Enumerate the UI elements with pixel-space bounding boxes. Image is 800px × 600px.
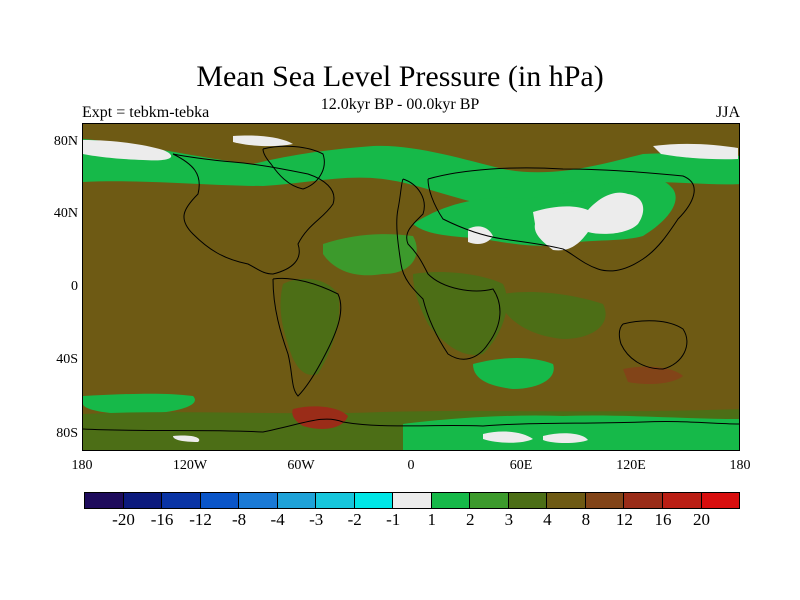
colorbar-swatch bbox=[315, 492, 355, 509]
lon-tick-120e: 120E bbox=[616, 458, 646, 473]
plot-subtitle: 12.0kyr BP - 00.0kyr BP bbox=[320, 96, 480, 113]
colorbar-label: 8 bbox=[581, 510, 591, 529]
colorbar-swatch bbox=[276, 492, 317, 509]
plot-title: Mean Sea Level Pressure (in hPa) bbox=[196, 60, 604, 93]
colorbar-swatch bbox=[623, 492, 663, 509]
colorbar-swatch bbox=[199, 492, 240, 509]
south-pacific-green bbox=[83, 393, 195, 414]
arctic-white-east bbox=[653, 143, 738, 160]
lon-tick-180e: 180 bbox=[729, 458, 751, 473]
colorbar-swatch bbox=[584, 492, 625, 509]
pressure-map bbox=[82, 123, 740, 451]
colorbar-swatch bbox=[546, 492, 586, 509]
colorbar-swatch bbox=[392, 492, 432, 509]
colorbar-swatch bbox=[430, 492, 471, 509]
lon-tick-120w: 120W bbox=[172, 458, 208, 473]
south-america-olive bbox=[280, 278, 340, 375]
asia-high-white bbox=[533, 192, 644, 251]
colorbar bbox=[84, 492, 741, 509]
south-atlantic-green bbox=[473, 358, 554, 389]
antarctic-green-band bbox=[403, 415, 739, 450]
north-america-coast bbox=[172, 153, 335, 275]
colorbar-label: -8 bbox=[232, 510, 247, 529]
colorbar-swatch bbox=[661, 492, 702, 509]
colorbar-label: -4 bbox=[270, 510, 285, 529]
greenland-white bbox=[83, 140, 172, 161]
asia-coast bbox=[427, 167, 695, 272]
lat-tick-40n: 40N bbox=[53, 206, 78, 221]
colorbar-swatch bbox=[700, 492, 741, 509]
season-label: JJA bbox=[715, 104, 740, 121]
colorbar-swatch bbox=[161, 492, 201, 509]
colorbar-swatch bbox=[84, 492, 124, 509]
africa-olive bbox=[413, 272, 507, 355]
lon-tick-0: 0 bbox=[407, 458, 415, 473]
colorbar-label: -1 bbox=[386, 510, 401, 529]
colorbar-swatch bbox=[507, 492, 548, 509]
colorbar-label: 1 bbox=[427, 510, 437, 529]
australia-coast bbox=[618, 320, 688, 370]
colorbar-swatch bbox=[122, 492, 163, 509]
colorbar-swatch bbox=[469, 492, 509, 509]
south-america-coast bbox=[272, 277, 342, 397]
experiment-label: Expt = tebkm-tebka bbox=[82, 104, 210, 121]
arabia-white bbox=[468, 226, 493, 244]
europe-africa-coast bbox=[396, 178, 501, 360]
antarctic-white-patches bbox=[173, 431, 588, 443]
colorbar-label: -2 bbox=[347, 510, 362, 529]
colorbar-label: -16 bbox=[150, 510, 174, 529]
southern-ocean-brown bbox=[623, 366, 683, 384]
colorbar-label: 3 bbox=[504, 510, 514, 529]
lat-tick-80s: 80S bbox=[56, 426, 78, 441]
colorbar-swatch bbox=[238, 492, 278, 509]
map-svg bbox=[83, 124, 739, 450]
colorbar-label: 2 bbox=[466, 510, 475, 529]
lon-tick-180w: 180 bbox=[71, 458, 93, 473]
indian-ocean-olive bbox=[503, 292, 606, 339]
lon-tick-60e: 60E bbox=[509, 458, 533, 473]
antarctica-coast bbox=[83, 418, 739, 433]
lon-tick-60w: 60W bbox=[287, 458, 315, 473]
colorbar-label: -3 bbox=[309, 510, 324, 529]
lat-tick-40s: 40S bbox=[56, 352, 78, 367]
coastlines bbox=[83, 145, 739, 433]
colorbar-label: 16 bbox=[654, 510, 672, 529]
antarctic-brown-red bbox=[292, 406, 348, 429]
colorbar-label: 4 bbox=[543, 510, 552, 529]
atlantic-band-olive bbox=[323, 234, 417, 276]
colorbar-label: -20 bbox=[112, 510, 135, 529]
colorbar-label: 12 bbox=[615, 510, 633, 529]
arctic-white-central bbox=[233, 135, 293, 147]
lat-tick-0: 0 bbox=[71, 279, 78, 294]
colorbar-label: -12 bbox=[189, 510, 212, 529]
lat-tick-80n: 80N bbox=[53, 134, 78, 149]
colorbar-swatch bbox=[353, 492, 394, 509]
colorbar-label: 20 bbox=[692, 510, 710, 529]
greenland-coast bbox=[262, 145, 325, 190]
